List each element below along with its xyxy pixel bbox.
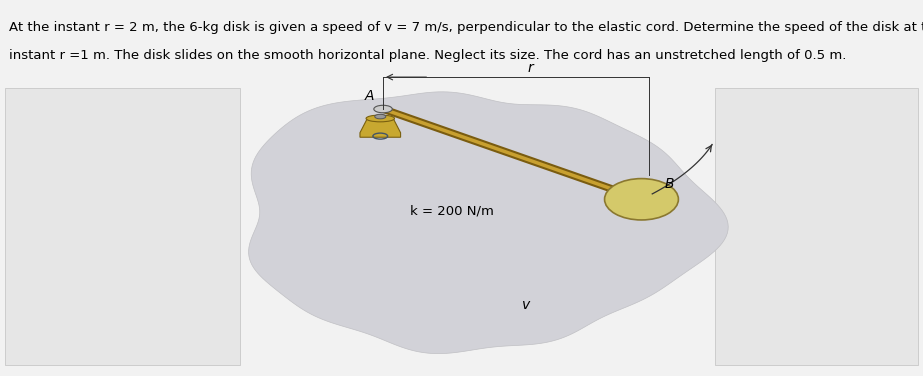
Ellipse shape [366, 115, 394, 122]
Text: A: A [365, 89, 374, 103]
Text: B: B [665, 177, 674, 191]
Bar [5, 88, 240, 365]
Text: instant r =1 m. The disk slides on the smooth horizontal plane. Neglect its size: instant r =1 m. The disk slides on the s… [9, 49, 846, 62]
Text: v: v [522, 297, 530, 312]
Circle shape [375, 114, 386, 119]
Text: At the instant r = 2 m, the 6-kg disk is given a speed of v = 7 m/s, perpendicul: At the instant r = 2 m, the 6-kg disk is… [9, 21, 923, 34]
Text: k = 200 N/m: k = 200 N/m [411, 204, 494, 217]
Bar [715, 88, 918, 365]
Text: r: r [528, 61, 533, 75]
Ellipse shape [605, 179, 678, 220]
Circle shape [374, 105, 392, 113]
Polygon shape [360, 118, 401, 137]
Polygon shape [248, 92, 728, 353]
